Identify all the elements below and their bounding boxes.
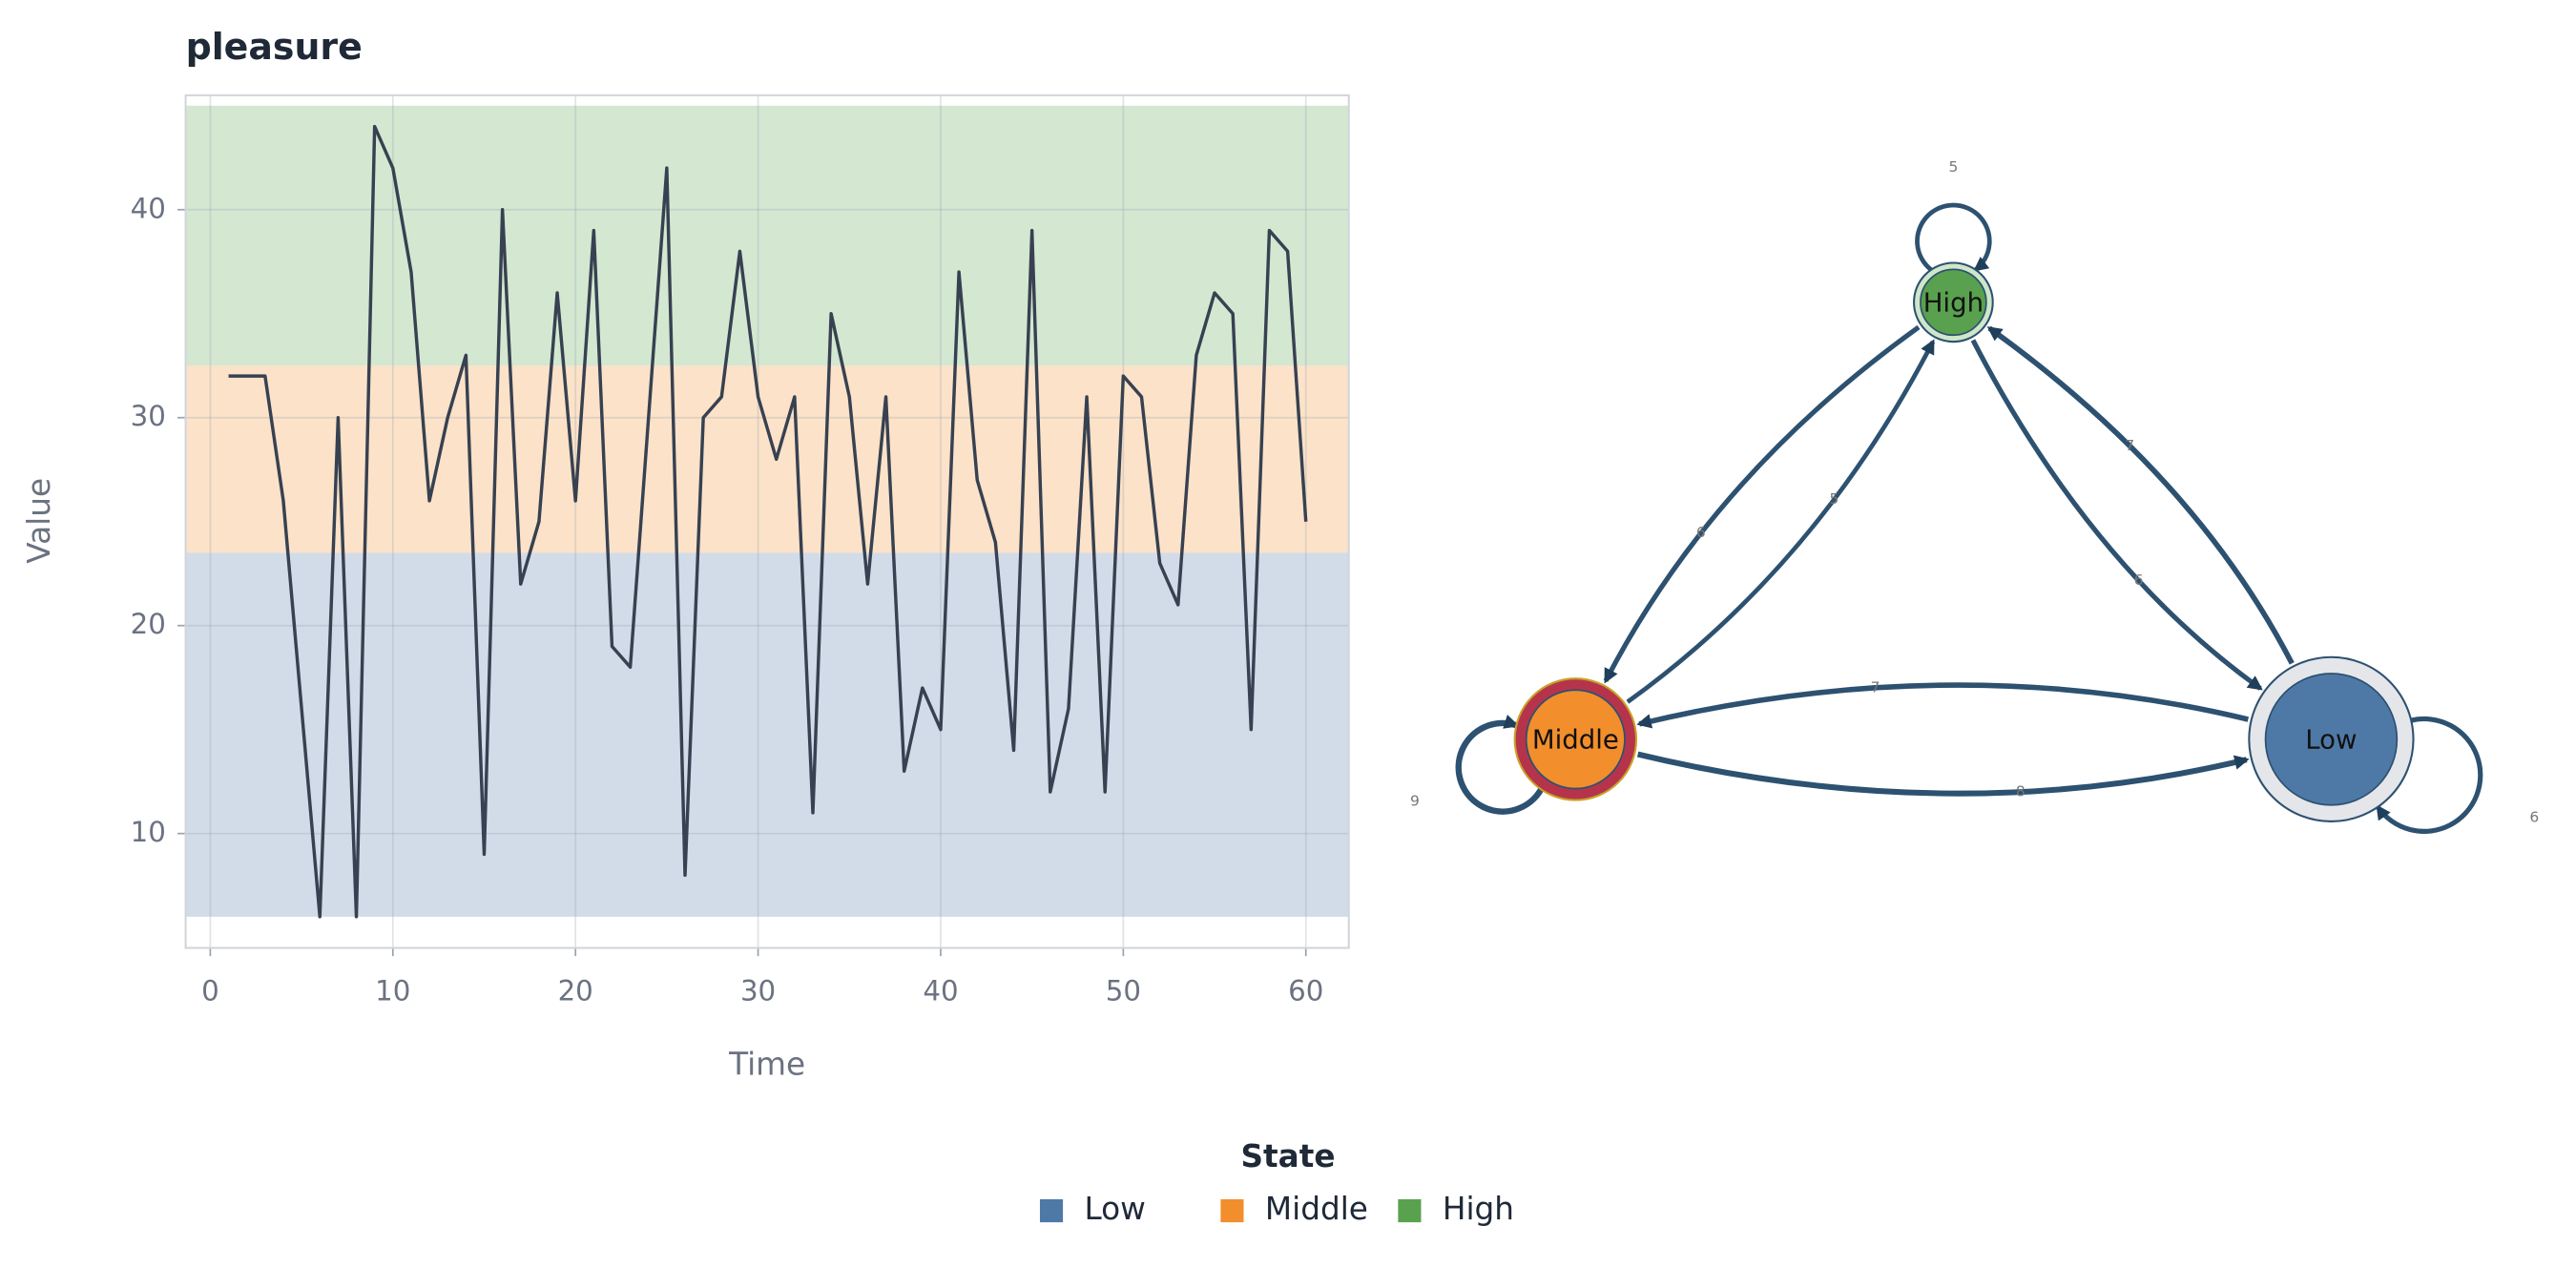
transition-edge <box>1626 339 1936 704</box>
transition-edge <box>1986 325 2295 665</box>
edge-label: 5 <box>1830 490 1839 508</box>
node <box>1920 268 1987 337</box>
edge-label: 6 <box>1696 524 1706 541</box>
node <box>1525 689 1626 790</box>
edge-label: 5 <box>1948 158 1958 176</box>
legend-label: High <box>1443 1191 1514 1227</box>
x-tick-label: 40 <box>923 975 958 1008</box>
self-loop <box>1915 202 1992 272</box>
transition-edge <box>1636 682 2250 729</box>
plot-frame <box>184 93 1350 949</box>
x-axis-title: Time <box>728 1047 805 1083</box>
node <box>2264 673 2399 806</box>
state-band <box>185 105 1349 366</box>
chart-title: pleasure <box>186 26 363 68</box>
state-band <box>185 552 1349 917</box>
state-band <box>185 365 1349 553</box>
series-line <box>228 124 1308 919</box>
edge-label: 8 <box>2016 783 2025 800</box>
self-loop <box>2376 716 2483 834</box>
y-axis-title: Value <box>21 478 57 564</box>
legend-swatch <box>1398 1199 1422 1223</box>
legend-label: Low <box>1084 1191 1145 1227</box>
edge-label: 7 <box>2125 437 2134 454</box>
transition-edge <box>1970 339 2263 691</box>
legend-label: Middle <box>1265 1191 1368 1227</box>
y-tick-label: 40 <box>131 192 166 224</box>
node-label: Low <box>2305 725 2357 756</box>
y-tick-label: 20 <box>131 608 166 640</box>
x-tick-label: 20 <box>558 975 593 1008</box>
node-label: Middle <box>1532 725 1619 756</box>
x-tick-label: 50 <box>1106 975 1141 1008</box>
y-tick-label: 30 <box>131 400 166 432</box>
legend-swatch <box>1039 1199 1064 1223</box>
edge-label: 9 <box>1410 792 1420 809</box>
node-label: High <box>1923 288 1984 319</box>
edge-label: 6 <box>2134 571 2144 589</box>
legend-title: State <box>1240 1138 1335 1174</box>
self-loop <box>1455 715 1545 815</box>
legend-swatch <box>1220 1199 1244 1223</box>
x-tick-label: 0 <box>201 975 219 1008</box>
transition-edge <box>1636 751 2250 797</box>
x-tick-label: 60 <box>1288 975 1323 1008</box>
x-tick-label: 30 <box>740 975 776 1008</box>
y-tick-label: 10 <box>131 816 166 848</box>
edge-label: 6 <box>2529 808 2539 825</box>
edge-label: 7 <box>1871 678 1880 696</box>
x-tick-label: 10 <box>375 975 410 1008</box>
transition-edge <box>1603 324 1921 684</box>
